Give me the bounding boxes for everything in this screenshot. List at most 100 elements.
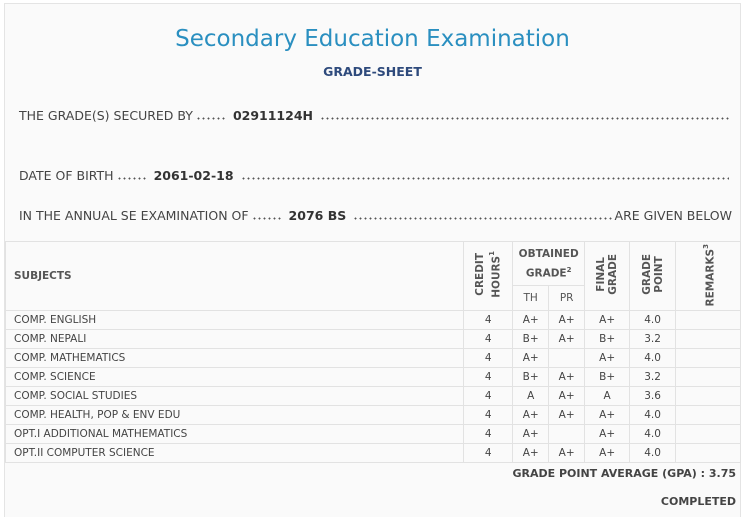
value: 02911124H [232,108,313,123]
grade-cell: 4.0 [629,442,677,463]
grade-cell: A+ [584,404,631,425]
subject-cell: COMP. SOCIAL STUDIES [4,385,465,406]
grade-cell: 4 [463,404,514,425]
subject-cell: COMP. SCIENCE [4,366,465,387]
header-text: REMARKS3 [700,244,717,307]
grade-cell: 4 [463,309,514,330]
subject-cell: COMP. NEPALI [4,328,465,349]
subject-row: COMP. ENGLISH 4 A+ A+ A+ 4.0 [4,309,741,330]
grade-cell: A+ [548,404,586,425]
label: IN THE ANNUAL SE EXAMINATION OF [19,208,249,223]
detail-line: IN THE ANNUAL SE EXAMINATION OF 2076 BS … [19,208,732,223]
grade-cell: A+ [548,385,586,406]
subtitle: GRADE-SHEET [323,64,422,79]
remarks-cell [675,366,741,387]
header-cell: OBTAINED GRADE2 [512,240,586,287]
header-text: POINT [652,256,665,293]
grade-cell: A [512,385,550,406]
grade-cell: A [584,385,631,406]
remarks-cell [675,442,741,463]
label: DATE OF BIRTH [19,168,114,183]
subject-row: OPT.II COMPUTER SCIENCE 4 A+ A+ A+ 4.0 [4,442,741,463]
subject-cell: OPT.I ADDITIONAL MATHEMATICS [4,423,465,444]
grade-cell: 4 [463,347,514,368]
header-text: GRADE [525,267,567,280]
grade-cell: 4.0 [629,309,677,330]
label: ARE GIVEN BELOW [614,208,732,223]
grade-cell: A+ [548,309,586,330]
grade-cell: A+ [548,366,586,387]
grade-table: SUBJECTS CREDIT HOURS1 OBTAINED GRADE2 FIN… [4,240,741,473]
header-cell: CREDIT HOURS1 [463,241,514,311]
grade-cell [548,347,586,368]
remarks-cell [675,347,741,368]
grade-cell: 4.0 [629,404,677,425]
header-text: CREDIT [473,252,486,296]
remarks-cell [675,328,741,349]
grade-cell: A+ [512,442,550,463]
table-end [5,461,741,473]
leader [240,170,729,180]
grade-cell: A+ [512,404,550,425]
grade-cell: 4 [463,328,514,349]
grade-cell: 4.0 [629,347,677,368]
detail-line: DATE OF BIRTH 2061-02-18 [19,168,732,183]
gpa-value: 3.75 [708,467,736,480]
header-cell: FINAL GRADE [584,241,631,311]
header-text: OBTAINED [518,247,579,260]
leader [319,110,729,120]
grade-cell: A+ [548,442,586,463]
footnote-mark: 1 [487,250,496,256]
gpa-label: GRADE POINT AVERAGE (GPA) : [512,467,706,480]
header-text: FINAL [595,256,608,292]
value: 2076 BS [288,208,347,223]
header-text: GRADE [607,253,620,295]
subject-row: COMP. SOCIAL STUDIES 4 A A+ A 3.6 [4,385,741,406]
status: COMPLETED [660,495,736,508]
remarks-cell [675,309,741,330]
leader [195,110,226,120]
header-text: REMARKS [704,248,717,307]
subject-row: COMP. SCIENCE 4 B+ A+ B+ 3.2 [4,366,741,387]
subject-row: COMP. MATHEMATICS 4 A+ A+ 4.0 [4,347,741,368]
grade-sheet: Secondary Education Examination GRADE-SH… [4,3,741,517]
grade-cell: A+ [512,347,550,368]
grade-cell: B+ [512,328,550,349]
header-cell: GRADE POINT [629,241,677,311]
leader [116,170,147,180]
leader [251,210,282,220]
grade-cell: A+ [584,442,631,463]
grade-cell: 4.0 [629,423,677,444]
grade-cell: 4 [463,423,514,444]
table-body: COMP. ENGLISH 4 A+ A+ A+ 4.0 COMP. NEPALI 4 B+ A+… [4,309,741,463]
grade-cell [548,423,586,444]
grade-cell: A+ [584,309,631,330]
subject-cell: COMP. MATHEMATICS [4,347,465,368]
subject-row: COMP. NEPALI 4 B+ A+ B+ 3.2 [4,328,741,349]
grade-cell: 3.2 [629,328,677,349]
subject-cell: OPT.II COMPUTER SCIENCE [4,442,465,463]
title: Secondary Education Examination [175,26,570,52]
header-text: GRADE [640,253,653,295]
remarks-cell [675,385,741,406]
header-cell: TH [512,285,550,311]
header-cell: PR [548,285,586,311]
grade-cell: 3.2 [629,366,677,387]
grade-cell: A+ [512,423,550,444]
grade-cell: B+ [584,328,631,349]
subject-cell: COMP. HEALTH, POP & ENV EDU [4,404,465,425]
header-cell: REMARKS3 [675,241,741,311]
label: THE GRADE(S) SECURED BY [19,108,193,123]
gpa-line: GRADE POINT AVERAGE (GPA) : 3.75 [512,467,736,480]
grade-cell: A+ [584,347,631,368]
grade-cell: A+ [584,423,631,444]
footnote-mark: 2 [566,265,572,274]
remarks-cell [675,423,741,444]
detail-line: THE GRADE(S) SECURED BY 02911124H [19,108,732,123]
grade-cell: A+ [548,328,586,349]
value: 2061-02-18 [153,168,234,183]
header-cell: SUBJECTS [4,241,465,311]
grade-cell: 4 [463,385,514,406]
